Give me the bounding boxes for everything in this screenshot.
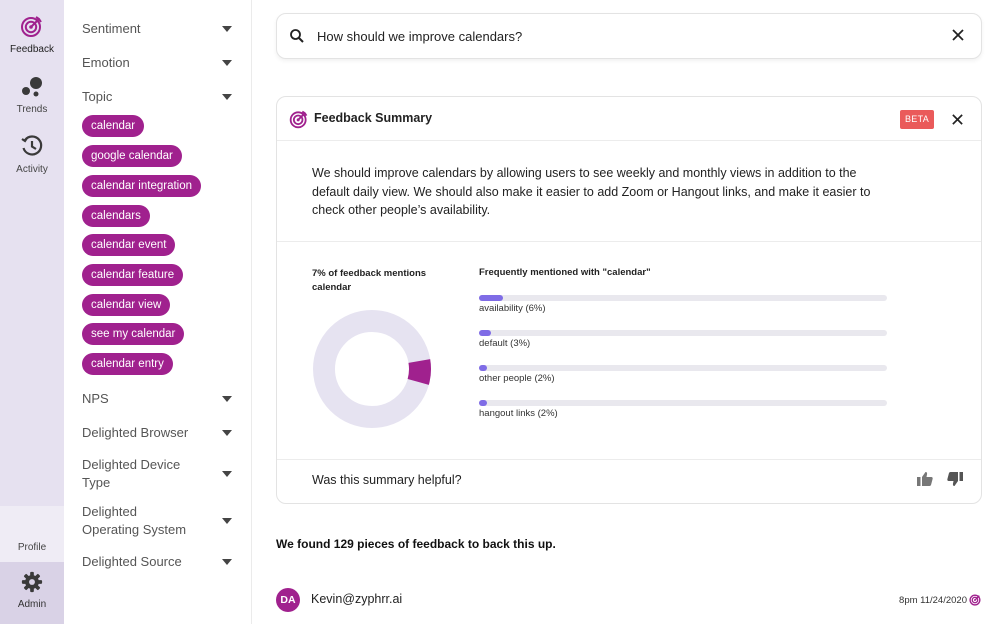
thumbs-up-icon[interactable]	[916, 471, 934, 492]
nav-rail: Feedback Trends Activity Profile	[0, 0, 64, 624]
helpful-prompt: Was this summary helpful?	[312, 473, 462, 487]
topic-chip[interactable]: calendar	[82, 115, 145, 137]
nav-label: Profile	[17, 542, 47, 553]
target-icon	[289, 109, 309, 134]
nav-label: Activity	[16, 164, 48, 175]
bubbles-icon	[19, 77, 45, 101]
filter-label: Delighted Device Type	[82, 457, 181, 490]
filter-delighted-os[interactable]: Delighted Operating System	[82, 503, 232, 539]
filter-panel: Sentiment Emotion Topic calendar google …	[64, 0, 252, 624]
bar-fill	[479, 400, 488, 406]
bar-fill	[479, 330, 492, 336]
nav-label: Feedback	[10, 44, 54, 55]
caret-down-icon	[222, 430, 232, 436]
topic-chip[interactable]: calendar event	[82, 234, 176, 256]
bar-label: other people (2%)	[479, 373, 555, 384]
filter-sentiment[interactable]: Sentiment	[82, 20, 232, 38]
donut-track	[313, 310, 431, 428]
filter-topic[interactable]: Topic	[82, 88, 232, 106]
nav-item-profile[interactable]: Profile	[0, 506, 64, 562]
filter-label: NPS	[82, 391, 109, 406]
caret-down-icon	[222, 396, 232, 402]
topic-chip[interactable]: calendar view	[82, 294, 171, 316]
search-icon	[289, 28, 305, 49]
caret-down-icon	[222, 26, 232, 32]
filter-label: Delighted Operating System	[82, 504, 187, 537]
topic-chip[interactable]: calendar feature	[82, 264, 184, 286]
target-icon	[969, 593, 982, 611]
caret-down-icon	[222, 559, 232, 565]
nav-item-activity[interactable]: Activity	[0, 134, 64, 175]
topic-chip[interactable]: calendar integration	[82, 175, 202, 197]
nav-label: Trends	[16, 104, 48, 115]
nav-item-trends[interactable]: Trends	[0, 74, 64, 115]
bar-track	[479, 365, 887, 371]
filter-label: Emotion	[82, 55, 130, 70]
topic-chip[interactable]: google calendar	[82, 145, 182, 167]
nav-label: Admin	[17, 599, 47, 610]
caret-down-icon	[222, 518, 232, 524]
filter-label: Sentiment	[82, 21, 141, 36]
filter-delighted-device-type[interactable]: Delighted Device Type	[82, 456, 232, 492]
feedback-user: Kevin@zyphrr.ai	[311, 592, 403, 606]
card-title: Feedback Summary	[314, 111, 433, 125]
bar-track	[479, 400, 887, 406]
filter-delighted-browser[interactable]: Delighted Browser	[82, 424, 232, 442]
caret-down-icon	[222, 60, 232, 66]
avatar: DA	[276, 588, 300, 612]
topic-chip[interactable]: see my calendar	[82, 323, 185, 345]
bar-label: availability (6%)	[479, 303, 546, 314]
filter-label: Delighted Browser	[82, 425, 189, 440]
gear-icon	[21, 571, 43, 596]
thumbs-down-icon[interactable]	[946, 471, 964, 492]
caret-down-icon	[222, 471, 232, 477]
feedback-summary-card: Feedback Summary BETA We should improve …	[276, 96, 982, 504]
beta-badge: BETA	[900, 110, 934, 129]
search-query[interactable]: How should we improve calendars?	[317, 29, 523, 44]
bar-label: default (3%)	[479, 338, 531, 349]
filter-label: Topic	[82, 89, 113, 104]
divider	[277, 241, 981, 242]
bar-label: hangout links (2%)	[479, 408, 558, 419]
feedback-item[interactable]: DA Kevin@zyphrr.ai 8pm 11/24/2020	[276, 588, 982, 612]
topic-chip[interactable]: calendars	[82, 205, 150, 227]
filter-nps[interactable]: NPS	[82, 390, 232, 408]
topic-chip[interactable]: calendar entry	[82, 353, 173, 375]
search-bar[interactable]: How should we improve calendars?	[276, 13, 982, 59]
frequent-mentions-title: Frequently mentioned with "calendar"	[479, 267, 651, 278]
nav-item-admin[interactable]: Admin	[0, 562, 64, 624]
filter-emotion[interactable]: Emotion	[82, 54, 232, 72]
bar-track	[479, 295, 887, 301]
donut-slice	[407, 359, 431, 385]
mention-percentage-label: 7% of feedback mentions calendar	[312, 268, 427, 293]
divider	[277, 459, 981, 460]
feedback-timestamp: 8pm 11/24/2020	[899, 595, 967, 606]
clear-search-icon[interactable]	[951, 28, 965, 47]
results-count: We found 129 pieces of feedback to back …	[276, 537, 556, 551]
close-icon[interactable]	[951, 113, 964, 131]
nav-item-feedback[interactable]: Feedback	[0, 14, 64, 55]
mention-donut-chart	[313, 310, 431, 428]
bar-track	[479, 330, 887, 336]
caret-down-icon	[222, 94, 232, 100]
target-icon	[20, 16, 44, 41]
bar-fill	[479, 365, 488, 371]
summary-text: We should improve calendars by allowing …	[312, 166, 871, 217]
bar-fill	[479, 295, 504, 301]
card-header: Feedback Summary BETA	[277, 97, 981, 141]
history-icon	[20, 135, 44, 161]
filter-delighted-source[interactable]: Delighted Source	[82, 553, 232, 571]
filter-label: Delighted Source	[82, 554, 182, 569]
